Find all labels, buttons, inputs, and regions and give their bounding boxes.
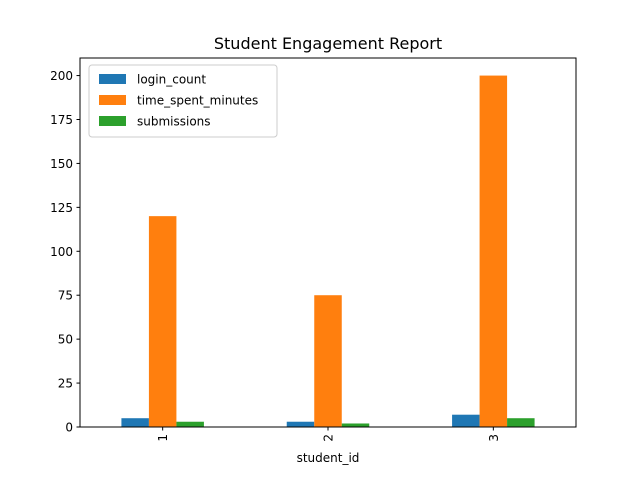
bar-time_spent_minutes-2 [314,295,342,427]
plot-area: 0 25 50 75 100 125 150 175 200 1 2 3 [50,69,535,442]
legend: login_count time_spent_minutes submissions [88,64,278,138]
legend-label-submissions: submissions [137,115,211,129]
x-tick-label: 1 [156,434,170,442]
bar-login_count-2 [286,421,315,427]
plot-frame [79,57,577,428]
x-axis-label: student_id [297,451,360,465]
y-tick-label: 175 [50,113,73,127]
bar-submissions-2 [341,423,370,427]
y-tick-label: 200 [50,69,73,83]
y-tick-label: 150 [50,157,73,171]
x-tick-label: 3 [487,434,501,442]
bar-time_spent_minutes-3 [479,75,508,428]
chart-title: Student Engagement Report [214,34,442,53]
bar-submissions-3 [507,418,535,427]
bar-login_count-1 [121,418,149,427]
y-tick-label: 25 [58,377,73,391]
bar-submissions-1 [176,421,204,427]
legend-label-time_spent_minutes: time_spent_minutes [137,94,258,108]
legend-swatch-login_count [99,74,126,84]
bar-time_spent_minutes-1 [148,216,177,427]
bar-login_count-3 [452,414,480,427]
y-tick-label: 125 [50,201,73,215]
y-tick-label: 50 [58,333,73,347]
legend-box [88,64,278,138]
legend-label-login_count: login_count [137,73,206,87]
y-tick-label: 0 [65,421,73,435]
x-tick-label: 2 [322,434,336,442]
y-tick-label: 100 [50,245,73,259]
y-tick-label: 75 [58,289,73,303]
legend-swatch-submissions [99,116,126,126]
legend-swatch-time_spent_minutes [99,95,126,105]
